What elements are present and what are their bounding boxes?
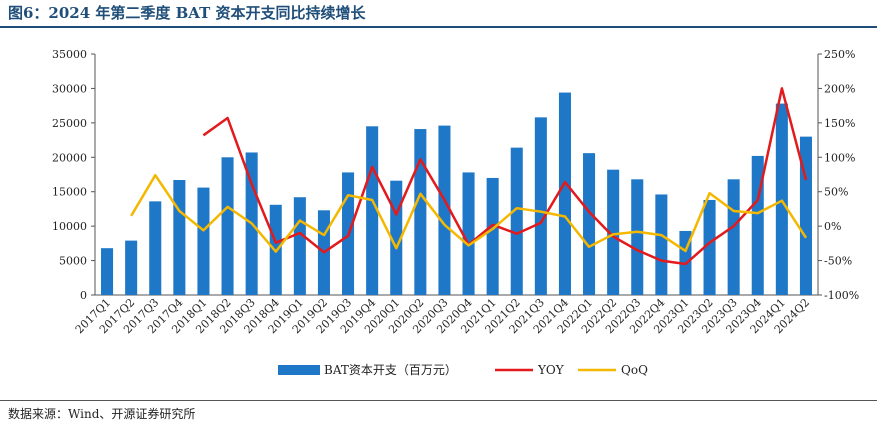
capex-bar: [149, 201, 162, 295]
yoy-line: [202, 87, 808, 266]
source-divider: [0, 400, 877, 401]
capex-bar: [631, 179, 644, 295]
capex-bar: [414, 129, 427, 295]
capex-bar: [510, 147, 523, 295]
chart: 0 5000 10000 15000 20000 25000 30000 35000 -100%…: [52, 48, 859, 377]
capex-bar: [727, 179, 740, 295]
capex-bar: [366, 126, 379, 295]
axes: [91, 53, 822, 296]
capex-bar: [125, 240, 138, 295]
right-tick-label: -100%: [824, 289, 859, 302]
capex-bar: [558, 92, 571, 295]
capex-bar: [703, 199, 716, 295]
legend-bar-label: BAT资本开支（百万元）: [324, 363, 457, 377]
capex-bar: [799, 136, 812, 295]
left-tick-label: 30000: [52, 82, 87, 95]
capex-bar: [197, 187, 210, 295]
capex-bar: [655, 194, 668, 295]
right-tick-label: 150%: [824, 117, 855, 130]
right-tick-label: 200%: [824, 82, 855, 95]
right-tick-label: -50%: [824, 255, 852, 268]
left-tick-label: 35000: [52, 48, 87, 61]
right-tick-label: 100%: [824, 151, 855, 164]
legend-qoq-label: QoQ: [621, 363, 648, 377]
right-tick-label: 0%: [824, 220, 841, 233]
legend-yoy-label: YOY: [537, 363, 565, 377]
capex-bar: [583, 153, 596, 295]
left-tick-label: 25000: [52, 117, 87, 130]
right-tick-label: 50%: [824, 186, 848, 199]
capex-bar: [293, 197, 306, 295]
line-series: [130, 87, 808, 266]
source-note: 数据来源：Wind、开源证券研究所: [8, 407, 196, 421]
legend-bar-swatch: [278, 365, 320, 375]
legend: BAT资本开支（百万元） YOY QoQ: [278, 363, 648, 377]
capex-bar: [101, 248, 114, 295]
left-tick-label: 0: [80, 289, 87, 302]
left-tick-label: 10000: [52, 220, 87, 233]
capex-bar: [173, 180, 186, 295]
qoq-line: [130, 173, 808, 253]
capex-bar: [534, 117, 547, 295]
right-tick-label: 250%: [824, 48, 855, 61]
capex-bar: [462, 172, 475, 295]
capex-bar: [607, 169, 620, 295]
capex-bar: [775, 103, 788, 295]
capex-bar: [486, 177, 499, 295]
bar-series: [101, 92, 812, 296]
chart-title: 图6：2024 年第二季度 BAT 资本开支同比持续增长: [8, 4, 366, 22]
title-divider: [0, 26, 877, 28]
left-tick-label: 15000: [52, 186, 87, 199]
left-tick-label: 5000: [59, 255, 87, 268]
left-tick-label: 20000: [52, 151, 87, 164]
capex-bar: [438, 125, 451, 296]
capex-bar: [221, 157, 234, 295]
